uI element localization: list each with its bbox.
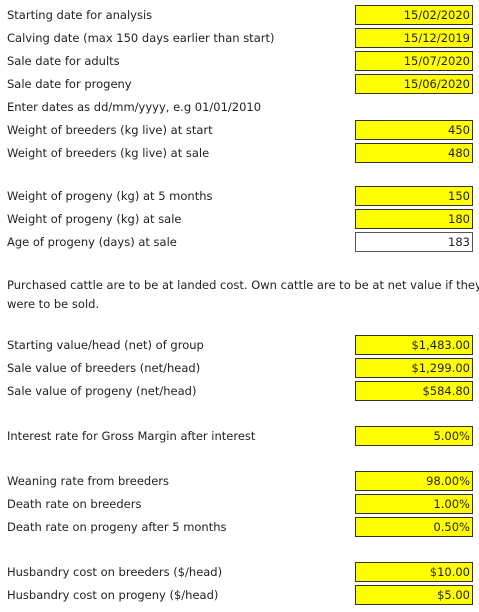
field-label: Weaning rate from breeders (7, 474, 169, 488)
note-text: were to be sold. (7, 297, 100, 311)
input-cell[interactable]: 15/02/2020 (355, 5, 473, 25)
field-label: Weight of breeders (kg live) at start (7, 123, 213, 137)
field-label: Husbandry cost on progeny ($/head) (7, 588, 219, 602)
field-label: Death rate on progeny after 5 months (7, 520, 227, 534)
input-cell[interactable]: 183 (355, 232, 473, 252)
input-cell[interactable]: 15/12/2019 (355, 28, 473, 48)
input-cell[interactable]: 1.00% (355, 494, 473, 514)
input-cell[interactable]: $1,483.00 (355, 335, 473, 355)
input-cell[interactable]: $10.00 (355, 562, 473, 582)
field-label: Weight of progeny (kg) at 5 months (7, 189, 213, 203)
field-label: Starting value/head (net) of group (7, 338, 204, 352)
input-cell[interactable]: 480 (355, 143, 473, 163)
input-cell[interactable]: $584.80 (355, 381, 473, 401)
field-label: Weight of breeders (kg live) at sale (7, 146, 210, 160)
field-label: Sale date for progeny (7, 77, 132, 91)
field-label: Sale value of progeny (net/head) (7, 384, 197, 398)
input-cell[interactable]: 150 (355, 186, 473, 206)
note-text: Purchased cattle are to be at landed cos… (7, 278, 479, 292)
input-cell[interactable]: 98.00% (355, 471, 473, 491)
input-cell[interactable]: 0.50% (355, 517, 473, 537)
field-label: Calving date (max 150 days earlier than … (7, 31, 275, 45)
input-cell[interactable]: 180 (355, 209, 473, 229)
input-cell[interactable]: $1,299.00 (355, 358, 473, 378)
field-label: Enter dates as dd/mm/yyyy, e.g 01/01/201… (7, 100, 262, 114)
input-cell[interactable]: 450 (355, 120, 473, 140)
field-label: Interest rate for Gross Margin after int… (7, 429, 256, 443)
input-cell[interactable]: 15/06/2020 (355, 74, 473, 94)
input-cell[interactable]: $5.00 (355, 585, 473, 605)
field-label: Death rate on breeders (7, 497, 142, 511)
field-label: Age of progeny (days) at sale (7, 235, 177, 249)
input-cell[interactable]: 5.00% (355, 426, 473, 446)
field-label: Sale value of breeders (net/head) (7, 361, 201, 375)
field-label: Husbandry cost on breeders ($/head) (7, 565, 223, 579)
field-label: Starting date for analysis (7, 8, 153, 22)
input-cell[interactable]: 15/07/2020 (355, 51, 473, 71)
field-label: Sale date for adults (7, 54, 120, 68)
field-label: Weight of progeny (kg) at sale (7, 212, 182, 226)
